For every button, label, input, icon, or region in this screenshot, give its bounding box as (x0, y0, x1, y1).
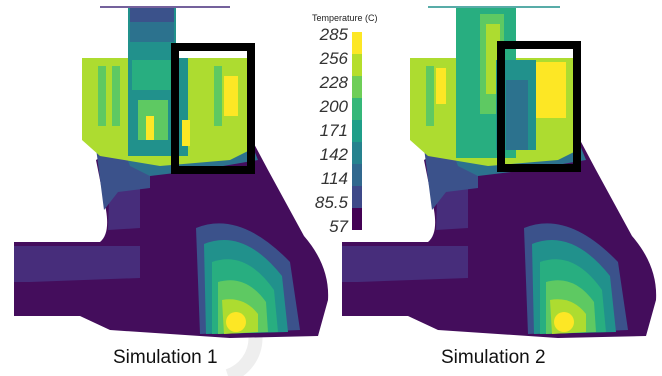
colorbar-seg-5 (352, 120, 362, 142)
flange-yellow-strip (224, 76, 238, 116)
hot-zone-yellow-2 (554, 312, 574, 332)
colorbar (352, 32, 362, 230)
caption-simulation-2: Simulation 2 (441, 347, 546, 368)
highlight-box-2 (497, 41, 581, 172)
stem-band-1 (130, 22, 174, 42)
outlet-pipe (14, 246, 140, 282)
colorbar-tick: 171 (319, 121, 348, 140)
colorbar-tick: 228 (319, 73, 348, 92)
flange-slot-2-1 (426, 66, 434, 126)
colorbar-tick: 114 (320, 169, 348, 188)
flange-slot-1 (98, 66, 106, 126)
caption-simulation-1: Simulation 1 (113, 347, 218, 368)
colorbar-tick: 200 (319, 97, 348, 116)
colorbar-tick: 85.5 (314, 193, 348, 212)
colorbar-seg-8 (352, 186, 362, 208)
stem-hot-2 (182, 120, 190, 146)
colorbar-seg-3 (352, 76, 362, 98)
colorbar-tick: 142 (319, 145, 348, 164)
inner-cavity-center (146, 210, 196, 300)
colorbar-seg-7 (352, 164, 362, 186)
flange-yellow-left (436, 68, 446, 104)
stem-top (130, 8, 174, 22)
panel-simulation-2 (342, 6, 657, 338)
colorbar-seg-6 (352, 142, 362, 164)
inner-cavity-center-2 (474, 210, 524, 300)
flange-yellow-right (536, 62, 566, 118)
colorbar-title: Temperature (C) (312, 13, 378, 23)
flange-slot-3 (214, 66, 222, 126)
colorbar-seg-1 (352, 32, 362, 54)
outlet-pipe-2 (342, 246, 468, 282)
highlight-box-1 (171, 43, 255, 174)
stem-band-2 (132, 60, 172, 90)
flange-slot-2 (112, 66, 120, 126)
colorbar-seg-2 (352, 54, 362, 76)
colorbar-seg-9 (352, 208, 362, 230)
stem-band-2-4 (506, 80, 528, 150)
colorbar-seg-4 (352, 98, 362, 120)
panel-simulation-1 (14, 6, 329, 338)
colorbar-tick: 285 (319, 25, 348, 44)
colorbar-tick: 57 (329, 217, 348, 236)
hot-zone-yellow (226, 312, 246, 332)
stem-hot-1 (146, 116, 154, 140)
colorbar-tick: 256 (319, 49, 348, 68)
